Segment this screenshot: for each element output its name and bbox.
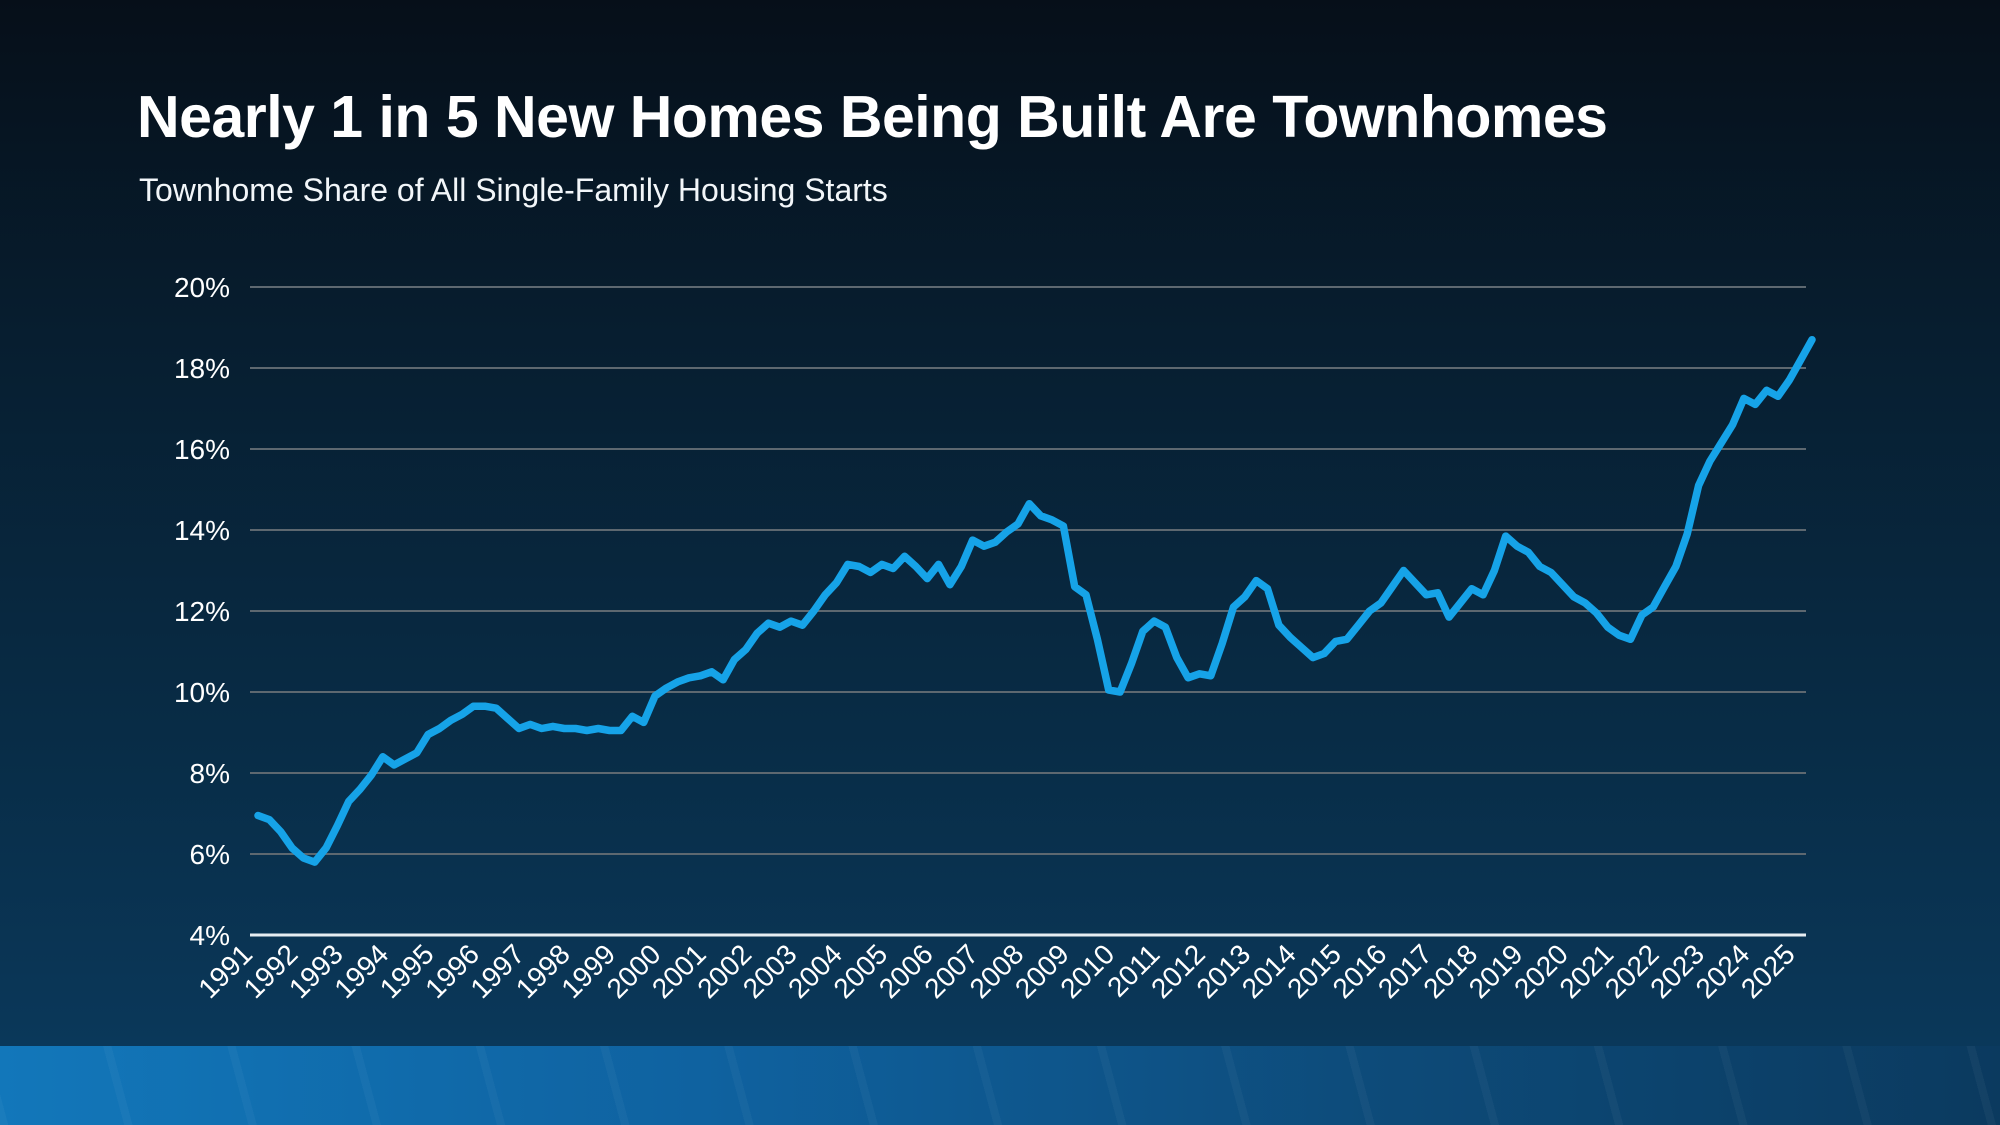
y-tick-label: 6% (190, 839, 230, 870)
series-line (254, 335, 1816, 866)
y-tick-label: 18% (174, 353, 230, 384)
y-tick-label: 14% (174, 515, 230, 546)
y-tick-label: 12% (174, 596, 230, 627)
y-tick-label: 20% (174, 272, 230, 303)
chart-subtitle: Townhome Share of All Single-Family Hous… (139, 172, 888, 208)
y-tick-label: 8% (190, 758, 230, 789)
page-title: Nearly 1 in 5 New Homes Being Built Are … (137, 84, 1608, 150)
y-tick-label: 16% (174, 434, 230, 465)
y-tick-label: 10% (174, 677, 230, 708)
y-tick-label: 4% (190, 920, 230, 951)
footer-bar: Source: NAHB (0, 1046, 2000, 1125)
x-tick-label: 2025 (1735, 938, 1801, 1004)
